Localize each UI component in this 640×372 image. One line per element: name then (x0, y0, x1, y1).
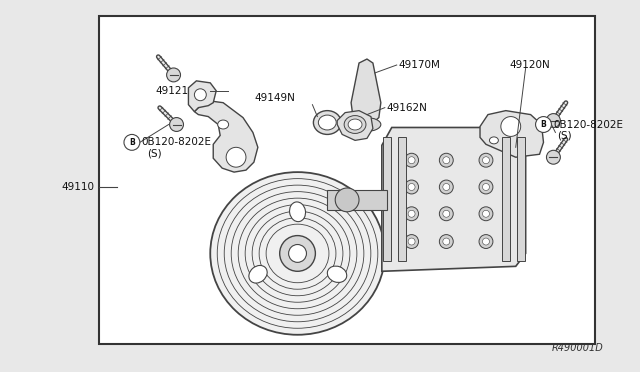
Ellipse shape (318, 115, 336, 130)
Circle shape (404, 180, 419, 194)
Circle shape (404, 235, 419, 248)
Circle shape (439, 153, 453, 167)
Circle shape (404, 207, 419, 221)
Circle shape (195, 89, 206, 101)
Ellipse shape (327, 266, 347, 282)
Circle shape (479, 235, 493, 248)
Polygon shape (188, 81, 216, 112)
Circle shape (547, 113, 561, 128)
Circle shape (166, 68, 180, 82)
Bar (327, 190, 387, 210)
Ellipse shape (351, 118, 381, 131)
Text: 49149N: 49149N (255, 93, 296, 103)
Circle shape (289, 244, 307, 262)
Circle shape (439, 235, 453, 248)
Text: 49110: 49110 (61, 182, 95, 192)
Circle shape (443, 183, 450, 190)
Circle shape (443, 238, 450, 245)
Bar (383, 137, 391, 262)
Ellipse shape (344, 116, 366, 134)
Text: (S): (S) (147, 148, 161, 158)
Ellipse shape (211, 172, 385, 335)
Ellipse shape (314, 110, 341, 134)
Circle shape (439, 180, 453, 194)
Circle shape (335, 188, 359, 212)
Text: B: B (541, 120, 547, 129)
Circle shape (479, 153, 493, 167)
Circle shape (443, 210, 450, 217)
Text: (S): (S) (557, 131, 572, 140)
Polygon shape (195, 101, 258, 172)
Text: R490001D: R490001D (551, 343, 603, 353)
Text: 49121: 49121 (156, 86, 188, 96)
Bar (516, 137, 525, 262)
Circle shape (483, 210, 490, 217)
Ellipse shape (249, 266, 267, 283)
Circle shape (408, 157, 415, 164)
Circle shape (170, 118, 184, 131)
Circle shape (536, 116, 552, 132)
Text: 49170M: 49170M (399, 60, 440, 70)
Polygon shape (351, 59, 381, 125)
Circle shape (124, 134, 140, 150)
Circle shape (443, 157, 450, 164)
Circle shape (408, 210, 415, 217)
Ellipse shape (289, 202, 305, 222)
Circle shape (501, 116, 521, 137)
Ellipse shape (218, 120, 228, 129)
Circle shape (479, 207, 493, 221)
Circle shape (408, 238, 415, 245)
Polygon shape (382, 128, 525, 271)
Circle shape (479, 180, 493, 194)
Circle shape (547, 150, 561, 164)
Circle shape (404, 153, 419, 167)
Text: 0B120-8202E: 0B120-8202E (142, 137, 212, 147)
Text: 49162N: 49162N (387, 103, 428, 113)
Ellipse shape (348, 119, 362, 130)
Circle shape (280, 235, 316, 271)
Text: 49120N: 49120N (510, 60, 550, 70)
Polygon shape (480, 110, 543, 157)
Circle shape (483, 157, 490, 164)
Text: B: B (129, 138, 135, 147)
Polygon shape (337, 110, 373, 140)
Bar (99, 16, 595, 344)
Circle shape (408, 183, 415, 190)
Bar (502, 137, 510, 262)
Circle shape (483, 183, 490, 190)
Bar (397, 137, 406, 262)
Circle shape (226, 147, 246, 167)
Text: 0B120-8202E: 0B120-8202E (554, 119, 623, 129)
Ellipse shape (490, 137, 499, 144)
Circle shape (483, 238, 490, 245)
Circle shape (439, 207, 453, 221)
